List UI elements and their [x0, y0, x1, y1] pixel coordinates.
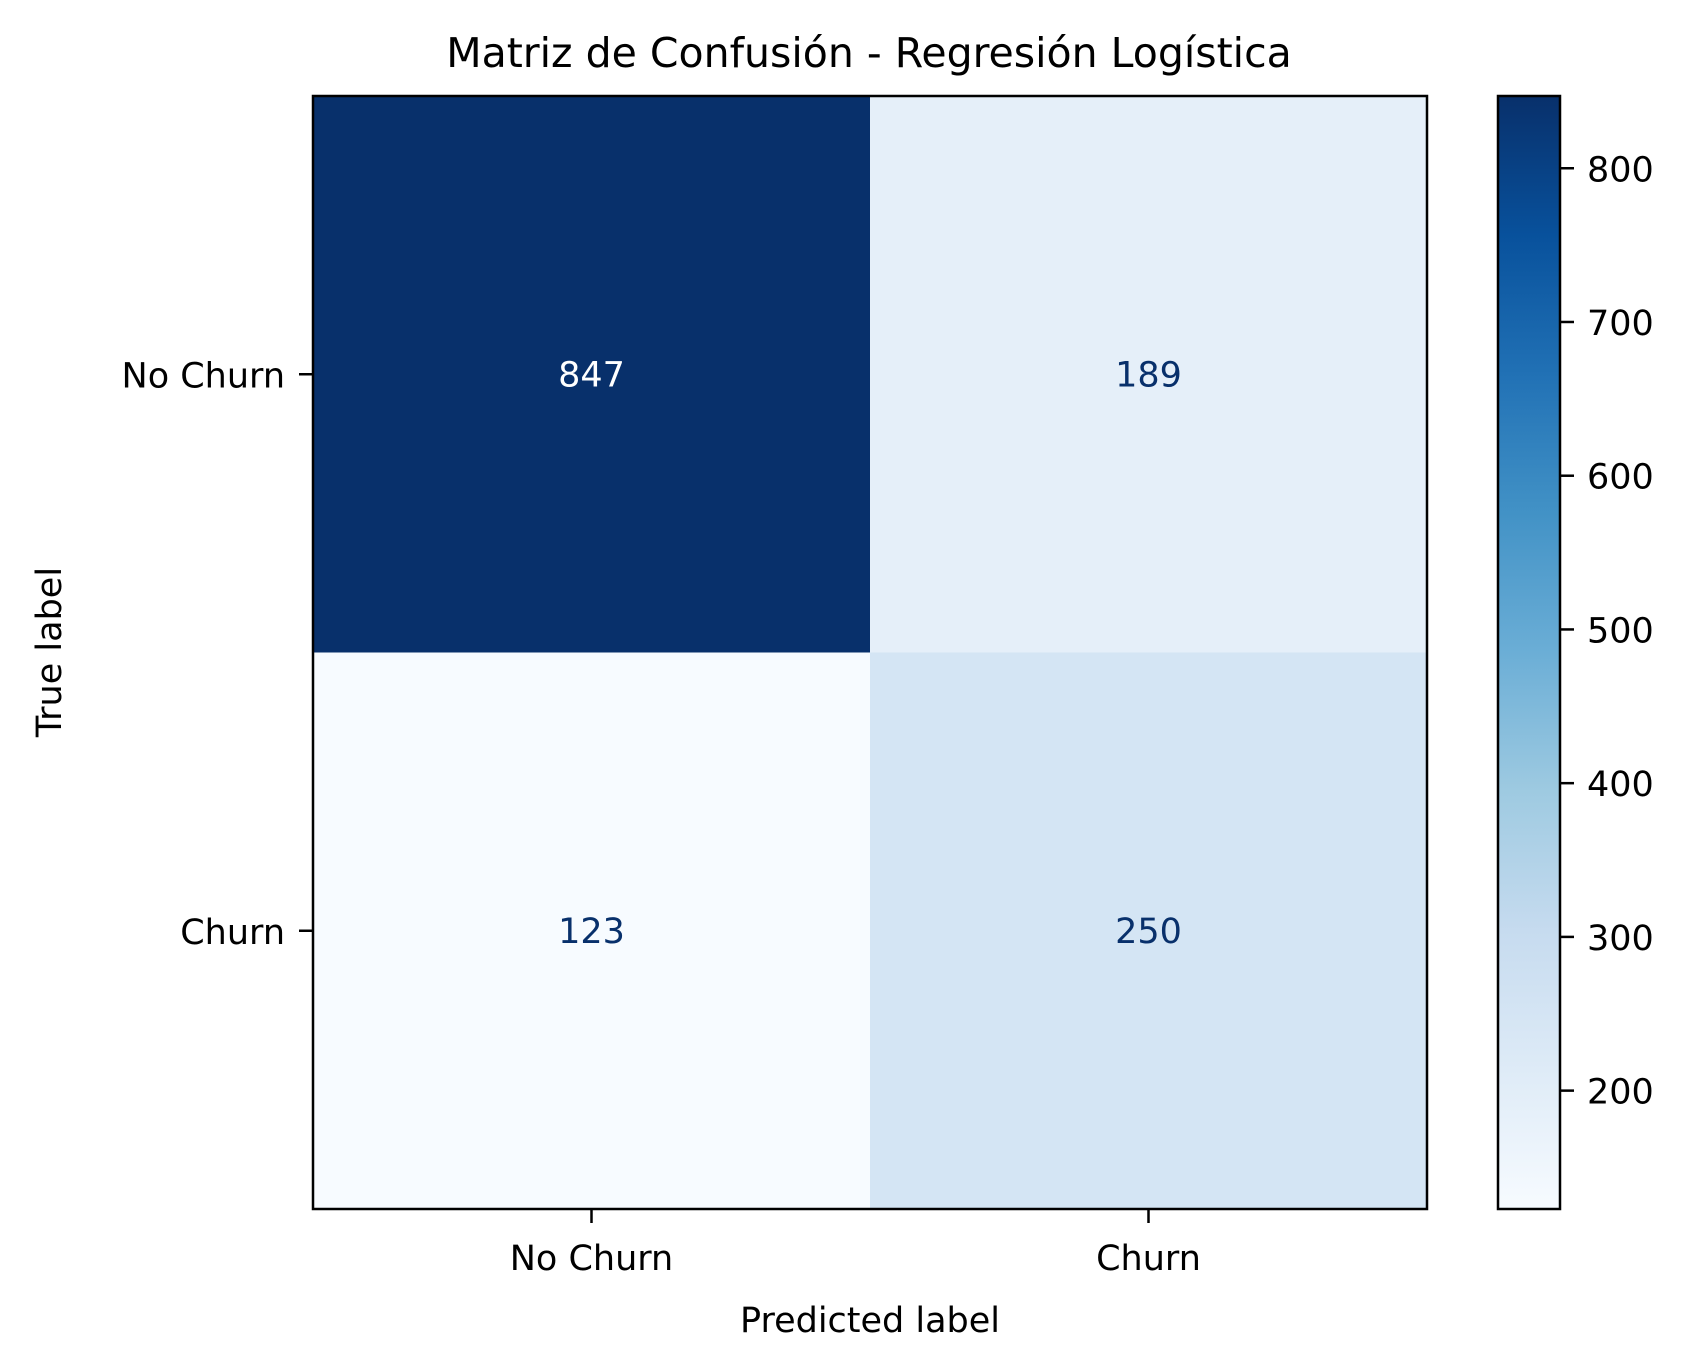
y-tick-label: Churn — [180, 913, 285, 953]
colorbar-tick-label: 600 — [1587, 458, 1654, 498]
y-tick-label: No Churn — [122, 356, 285, 396]
plot-frame — [311, 94, 1429, 1211]
colorbar — [1496, 94, 1562, 1211]
colorbar-tick-label: 400 — [1587, 765, 1654, 805]
heatmap-cell-r1-c1 — [870, 652, 1428, 1210]
colorbar-tick-label: 200 — [1587, 1073, 1654, 1113]
heatmap-cell-labels: 847 189 123 250 — [558, 355, 1182, 952]
colorbar-tick-label: 800 — [1587, 150, 1654, 190]
y-axis-label: True label — [30, 567, 70, 738]
colorbar-tick-label: 700 — [1587, 304, 1654, 344]
heatmap-cell-r1-c0 — [313, 652, 871, 1210]
x-axis-label: Predicted label — [740, 1301, 1000, 1341]
cell-value-r0-c1: 189 — [1115, 355, 1182, 395]
x-tick-label: No Churn — [510, 1239, 673, 1279]
heatmap-cell-r0-c1 — [870, 96, 1428, 653]
cell-value-r0-c0: 847 — [558, 355, 625, 395]
cell-value-r1-c1: 250 — [1115, 912, 1182, 952]
x-tick-label: Churn — [1096, 1239, 1201, 1279]
colorbar-tick-label: 300 — [1587, 919, 1654, 959]
cell-value-r1-c0: 123 — [558, 912, 625, 952]
chart-title: Matriz de Confusión - Regresión Logístic… — [446, 29, 1292, 77]
colorbar-tick-label: 500 — [1587, 611, 1654, 651]
heatmap-cell-r0-c0 — [313, 96, 871, 653]
colorbar-ticks: 200 300 400 500 600 700 800 — [1560, 150, 1654, 1113]
y-axis-ticks: No Churn Churn — [122, 356, 313, 953]
x-axis-ticks: No Churn Churn — [510, 1209, 1201, 1279]
heatmap-cells — [313, 96, 1428, 1210]
